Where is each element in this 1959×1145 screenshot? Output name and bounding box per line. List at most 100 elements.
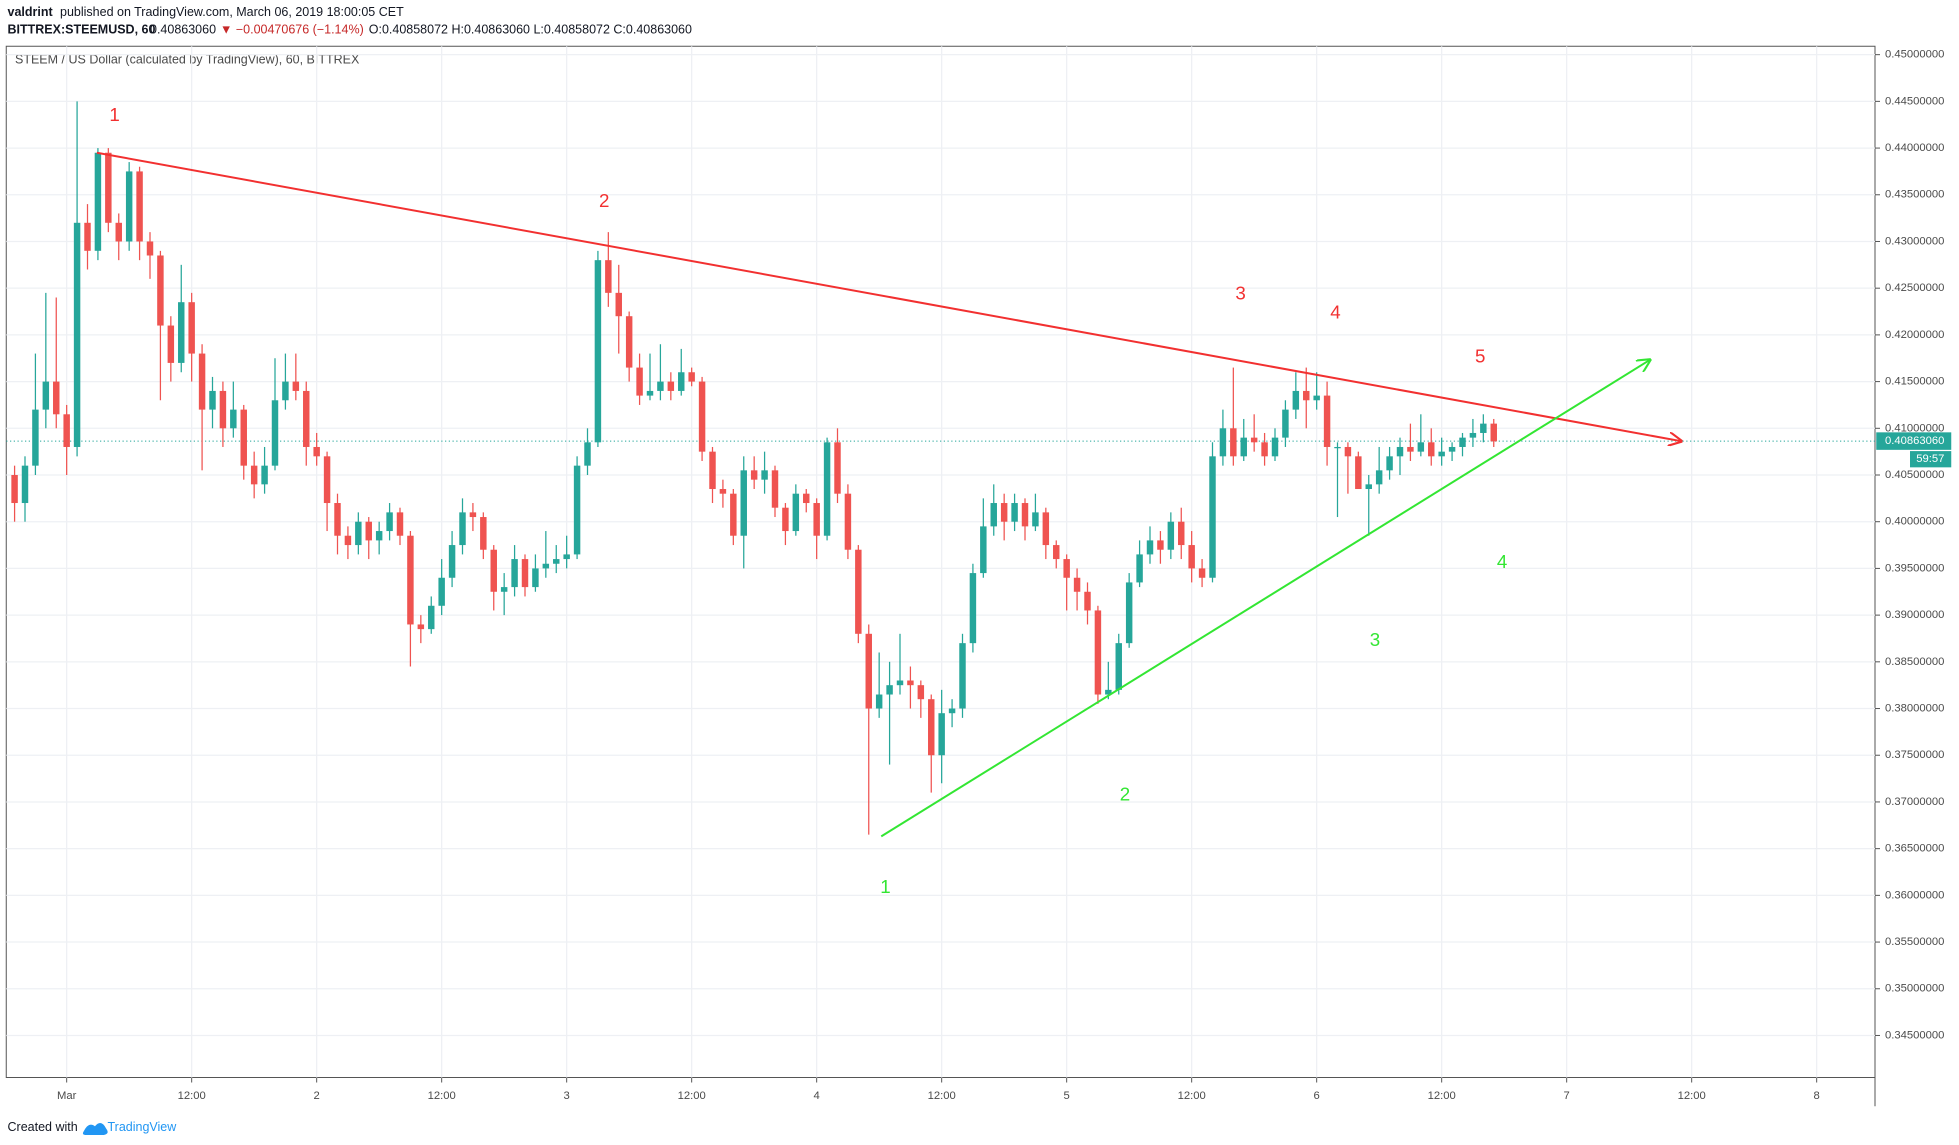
candle-body bbox=[1448, 446, 1456, 452]
candle-body bbox=[917, 685, 925, 700]
footer-created: Created with bbox=[8, 1120, 78, 1134]
candle-body bbox=[375, 531, 383, 541]
candle-body bbox=[1063, 559, 1070, 578]
candle-body bbox=[428, 605, 435, 630]
candle-body bbox=[709, 451, 716, 490]
candle-body bbox=[646, 390, 654, 396]
candle-body bbox=[615, 292, 622, 317]
y-tick-label: 0.35000000 bbox=[1885, 983, 1944, 995]
candle-body bbox=[1334, 446, 1341, 449]
candle-body bbox=[1115, 643, 1122, 690]
candle-body bbox=[886, 685, 893, 695]
y-tick-label: 0.44500000 bbox=[1885, 95, 1944, 107]
candle-body bbox=[188, 302, 195, 354]
candle-body bbox=[1073, 577, 1081, 592]
author: valdrint bbox=[8, 5, 54, 19]
candle-body bbox=[511, 559, 518, 588]
candle-body bbox=[1136, 554, 1143, 583]
candle-body bbox=[230, 409, 237, 429]
candle-body bbox=[584, 442, 591, 466]
candle-body bbox=[292, 381, 300, 391]
y-tick-label: 0.39500000 bbox=[1885, 562, 1944, 574]
published: published on TradingView.com, March 06, … bbox=[60, 5, 404, 19]
candle-body bbox=[792, 493, 800, 532]
x-tick-label: 4 bbox=[814, 1090, 820, 1102]
candle-body bbox=[115, 222, 122, 242]
symbol: BITTREX:STEEMUSD, 60 bbox=[8, 22, 156, 36]
x-tick-label: 7 bbox=[1564, 1090, 1570, 1102]
candle-body bbox=[1428, 442, 1435, 457]
candle-body bbox=[178, 302, 185, 363]
wave-label: 2 bbox=[1120, 783, 1130, 804]
candle-body bbox=[813, 503, 820, 536]
candle-body bbox=[678, 372, 685, 391]
candle-body bbox=[105, 152, 112, 223]
candle-body bbox=[1313, 395, 1320, 401]
candle-body bbox=[1178, 521, 1185, 546]
candle-body bbox=[417, 624, 425, 630]
x-tick-label: 3 bbox=[564, 1090, 570, 1102]
candle-body bbox=[146, 241, 154, 256]
candle-body bbox=[313, 446, 320, 457]
candle-body bbox=[282, 381, 289, 401]
y-tick-label: 0.35500000 bbox=[1885, 936, 1944, 948]
candle-body bbox=[1490, 423, 1497, 442]
candle-body bbox=[1230, 428, 1237, 457]
candle-body bbox=[1094, 610, 1102, 695]
x-tick-label: 12:00 bbox=[1178, 1090, 1206, 1102]
candle-body bbox=[803, 493, 810, 504]
candle-body bbox=[84, 222, 91, 251]
candle-body bbox=[1344, 446, 1352, 457]
candle-body bbox=[875, 694, 883, 709]
candle-body bbox=[563, 554, 570, 560]
candle-body bbox=[459, 512, 466, 546]
candle-body bbox=[636, 367, 643, 396]
candle-body bbox=[573, 465, 581, 555]
y-tick-label: 0.37000000 bbox=[1885, 796, 1944, 808]
y-tick-label: 0.40000000 bbox=[1885, 516, 1944, 528]
candle-body bbox=[448, 545, 456, 578]
candle-body bbox=[355, 521, 362, 546]
candle-body bbox=[386, 512, 393, 532]
candle-body bbox=[948, 708, 956, 714]
candle-body bbox=[1042, 512, 1050, 546]
y-tick-label: 0.37500000 bbox=[1885, 749, 1944, 761]
x-tick-label: 12:00 bbox=[428, 1090, 456, 1102]
candle-body bbox=[53, 381, 60, 415]
candle-body bbox=[1459, 437, 1466, 447]
x-tick-label: Mar bbox=[57, 1090, 77, 1102]
x-tick-label: 12:00 bbox=[928, 1090, 956, 1102]
candle-body bbox=[969, 573, 977, 644]
footer-brand: TradingView bbox=[108, 1120, 178, 1134]
y-tick-label: 0.41500000 bbox=[1885, 376, 1944, 388]
countdown-badge bbox=[1910, 451, 1952, 468]
candle-body bbox=[480, 517, 487, 550]
y-tick-label: 0.36500000 bbox=[1885, 843, 1944, 855]
y-tick-label: 0.42000000 bbox=[1885, 329, 1944, 341]
candle-body bbox=[1167, 521, 1175, 550]
candle-body bbox=[73, 222, 81, 447]
candle-body bbox=[521, 559, 529, 588]
candle-body bbox=[1323, 395, 1331, 447]
wave-label: 4 bbox=[1330, 301, 1340, 322]
candle-body bbox=[261, 465, 268, 485]
wave-label: 3 bbox=[1370, 629, 1380, 650]
candle-body bbox=[1198, 568, 1206, 578]
candle-body bbox=[469, 512, 477, 518]
candle-body bbox=[730, 493, 737, 536]
candle-body bbox=[21, 465, 29, 504]
wave-label: 3 bbox=[1235, 283, 1245, 304]
chart-title: STEEM / US Dollar (calculated by Trading… bbox=[15, 52, 360, 66]
candle-body bbox=[542, 563, 550, 569]
candle-body bbox=[240, 409, 247, 466]
y-tick-label: 0.34500000 bbox=[1885, 1029, 1944, 1041]
candle-body bbox=[42, 381, 50, 410]
candle-body bbox=[32, 409, 39, 466]
candle-body bbox=[990, 503, 997, 527]
candle-body bbox=[959, 643, 966, 709]
candle-body bbox=[625, 316, 633, 368]
candle-body bbox=[125, 171, 133, 242]
